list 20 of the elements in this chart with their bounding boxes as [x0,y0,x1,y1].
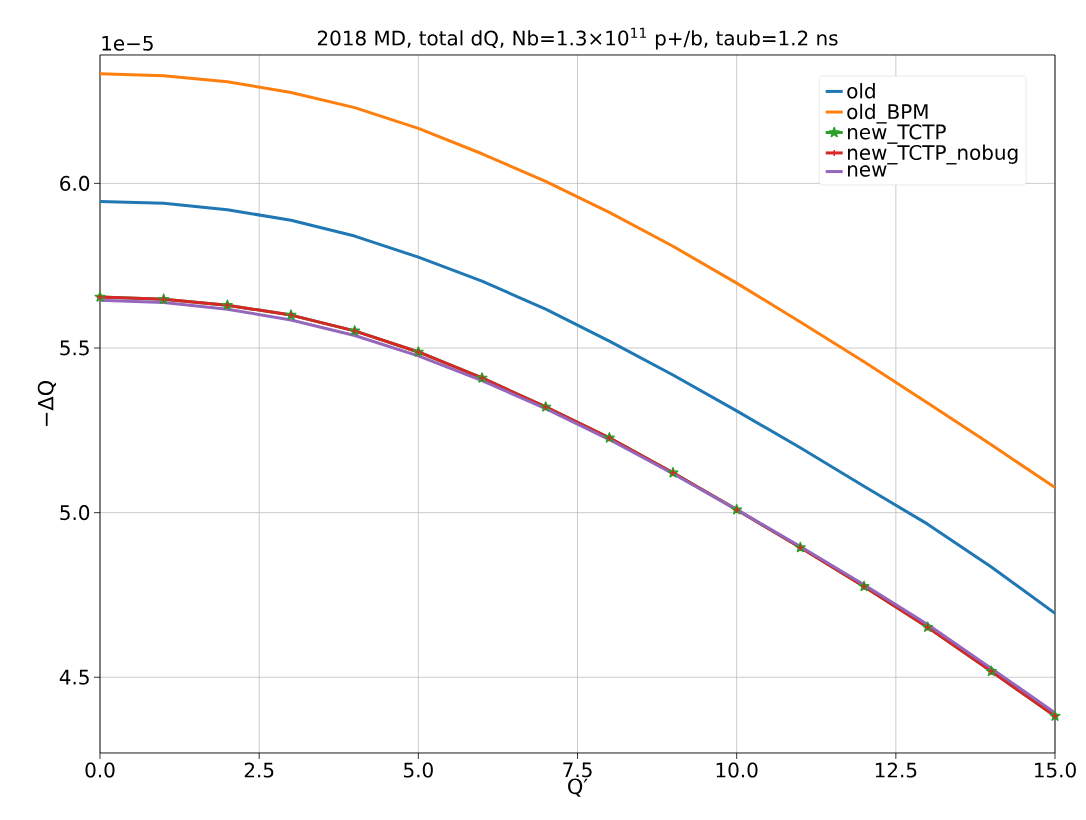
x-tick-label: 12.5 [875,762,917,778]
text: 1e−5 [102,35,153,51]
legend-label: old_BPM [847,103,928,124]
legend-label: old [847,83,875,99]
legend-label: new [848,165,887,177]
y-tick-label: 4.5 [59,669,89,685]
y-axis-title: −ΔQ [37,381,56,426]
y-tick-label: 5.0 [60,505,90,521]
y-tick-label: 6.0 [60,175,90,191]
x-tick-label: 0.0 [85,762,115,778]
x-axis-title: Q′ [568,778,588,797]
x-tick-label: 10.0 [716,762,758,778]
y-tick-label: 5.5 [60,340,89,356]
x-tick-label: 7.5 [563,762,592,778]
chart-title: 2018 MD, total dQ, Nb=1.3×10$^{11}$ p+/b, taub=1.2 ns [317,27,838,50]
x-tick-label: 15.0 [1035,762,1076,778]
legend-label: new_TCTP [848,124,946,144]
x-tick-label: 5.0 [404,762,433,778]
legend-label: new_TCTP_nobug [848,144,1018,165]
x-tick-label: 2.5 [244,762,274,778]
